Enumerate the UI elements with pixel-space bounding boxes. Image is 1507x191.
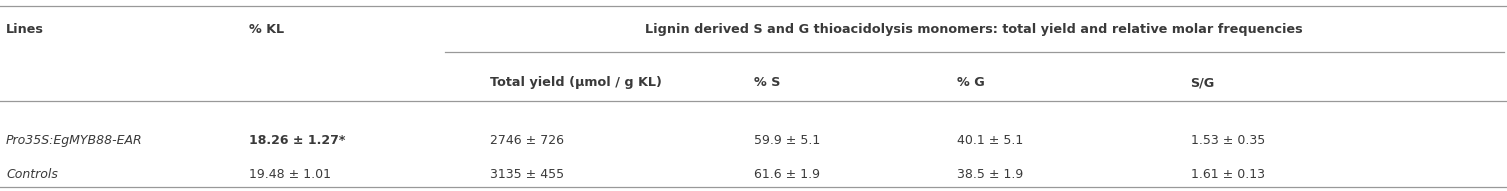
Text: 38.5 ± 1.9: 38.5 ± 1.9: [957, 168, 1023, 181]
Text: 1.61 ± 0.13: 1.61 ± 0.13: [1191, 168, 1264, 181]
Text: 2746 ± 726: 2746 ± 726: [490, 134, 564, 147]
Text: 3135 ± 455: 3135 ± 455: [490, 168, 564, 181]
Text: S/G: S/G: [1191, 76, 1215, 89]
Text: % S: % S: [754, 76, 781, 89]
Text: Pro35S:EgMYB88-EAR: Pro35S:EgMYB88-EAR: [6, 134, 143, 147]
Text: % KL: % KL: [249, 23, 283, 36]
Text: Lignin derived S and G thioacidolysis monomers: total yield and relative molar f: Lignin derived S and G thioacidolysis mo…: [645, 23, 1304, 36]
Text: 61.6 ± 1.9: 61.6 ± 1.9: [754, 168, 820, 181]
Text: Total yield (μmol / g KL): Total yield (μmol / g KL): [490, 76, 662, 89]
Text: Controls: Controls: [6, 168, 57, 181]
Text: Lines: Lines: [6, 23, 44, 36]
Text: 19.48 ± 1.01: 19.48 ± 1.01: [249, 168, 330, 181]
Text: 40.1 ± 5.1: 40.1 ± 5.1: [957, 134, 1023, 147]
Text: 59.9 ± 5.1: 59.9 ± 5.1: [754, 134, 820, 147]
Text: 1.53 ± 0.35: 1.53 ± 0.35: [1191, 134, 1264, 147]
Text: % G: % G: [957, 76, 984, 89]
Text: 18.26 ± 1.27*: 18.26 ± 1.27*: [249, 134, 345, 147]
